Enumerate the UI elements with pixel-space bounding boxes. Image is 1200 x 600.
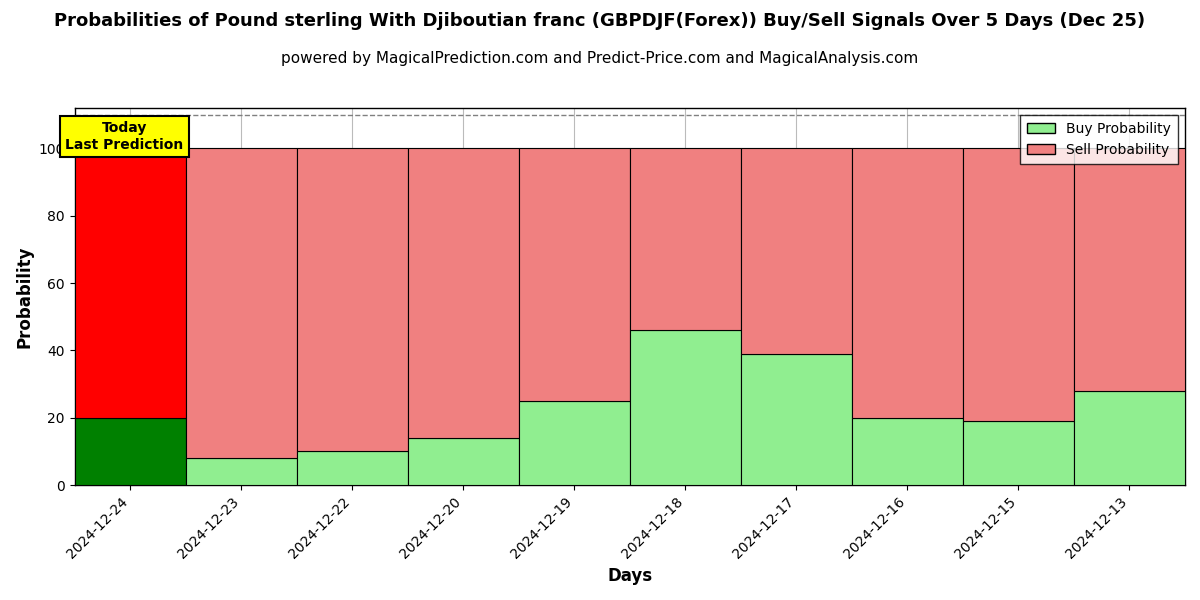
- Bar: [74, 148, 186, 418]
- Bar: [630, 330, 740, 485]
- Text: Today
Last Prediction: Today Last Prediction: [66, 121, 184, 152]
- Bar: [962, 148, 1074, 421]
- Text: MagicalPrediction.com: MagicalPrediction.com: [744, 416, 1026, 440]
- Text: MagicalAnalysis.com: MagicalAnalysis.com: [244, 284, 505, 308]
- Text: powered by MagicalPrediction.com and Predict-Price.com and MagicalAnalysis.com: powered by MagicalPrediction.com and Pre…: [281, 51, 919, 66]
- Bar: [74, 418, 186, 485]
- Text: Probabilities of Pound sterling With Djiboutian franc (GBPDJF(Forex)) Buy/Sell S: Probabilities of Pound sterling With Dji…: [54, 12, 1146, 30]
- Bar: [518, 148, 630, 401]
- Bar: [186, 148, 296, 458]
- Bar: [852, 148, 962, 418]
- Bar: [408, 148, 518, 438]
- Bar: [1074, 148, 1186, 391]
- Bar: [630, 148, 740, 330]
- Bar: [296, 451, 408, 485]
- Bar: [740, 354, 852, 485]
- Bar: [852, 418, 962, 485]
- Bar: [962, 421, 1074, 485]
- Y-axis label: Probability: Probability: [16, 245, 34, 348]
- Legend: Buy Probability, Sell Probability: Buy Probability, Sell Probability: [1020, 115, 1178, 164]
- Bar: [408, 438, 518, 485]
- Text: MagicalPrediction.com: MagicalPrediction.com: [744, 284, 1026, 308]
- Bar: [1074, 391, 1186, 485]
- Text: MagicalAnalysis.com: MagicalAnalysis.com: [244, 416, 505, 440]
- X-axis label: Days: Days: [607, 567, 653, 585]
- Bar: [186, 458, 296, 485]
- Bar: [296, 148, 408, 451]
- Bar: [518, 401, 630, 485]
- Bar: [740, 148, 852, 354]
